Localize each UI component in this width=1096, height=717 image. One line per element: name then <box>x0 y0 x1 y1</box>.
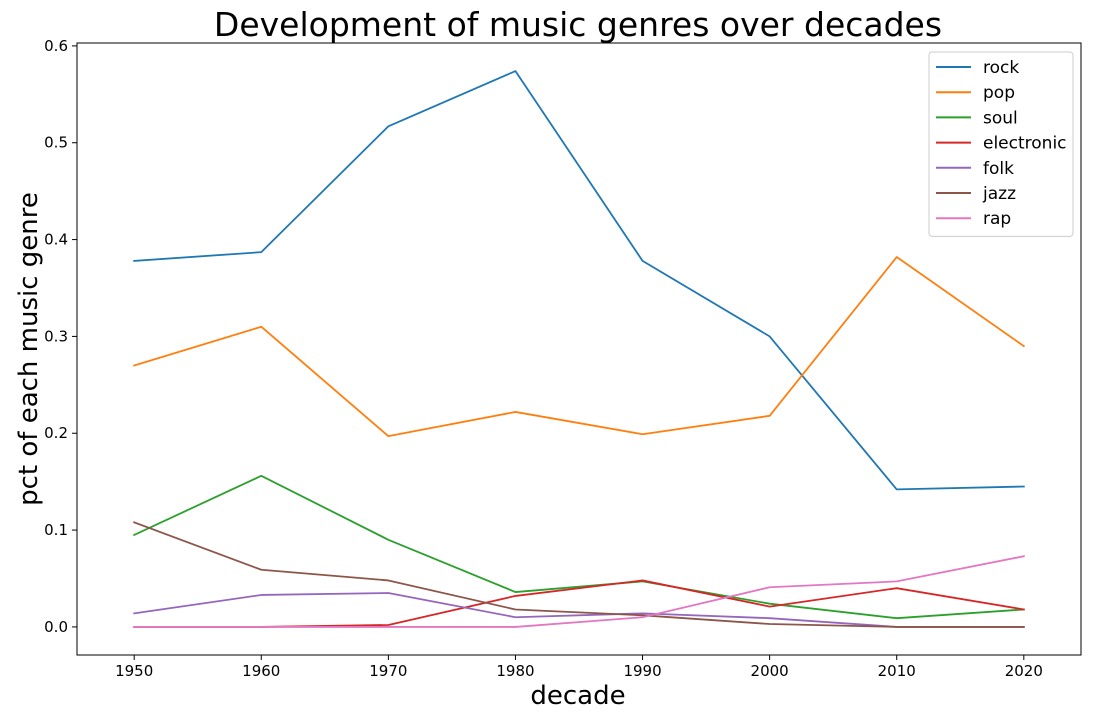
x-tick-label: 2020 <box>1005 662 1043 680</box>
y-tick-label: 0.3 <box>44 327 68 345</box>
series-line-jazz <box>133 521 1025 628</box>
y-tick-label: 0.2 <box>44 424 68 442</box>
legend-label-folk: folk <box>983 159 1014 179</box>
plot-frame <box>76 42 1082 656</box>
plot-area: 1950 1960 1970 1980 1990 2000 2010 2020 0.0 0.1 0.… <box>44 37 1082 680</box>
series-line-electronic <box>133 579 1025 628</box>
legend-label-rap: rap <box>983 209 1011 229</box>
x-tick-label: 1980 <box>496 662 534 680</box>
y-tick-label: 0.1 <box>44 521 68 539</box>
legend-label-pop: pop <box>983 83 1015 103</box>
legend-label-jazz: jazz <box>982 184 1016 204</box>
y-axis-title: pct of each music genre <box>14 192 44 506</box>
x-tick-label: 2000 <box>751 662 789 680</box>
x-tick-label: 2010 <box>878 662 916 680</box>
x-tick-label: 1970 <box>369 662 407 680</box>
legend-box <box>928 51 1074 237</box>
x-tick-label: 1990 <box>623 662 661 680</box>
series-line-pop <box>133 256 1026 438</box>
legend-label-rock: rock <box>983 58 1019 78</box>
y-tick-label: 0.4 <box>44 231 68 249</box>
legend: rock pop soul electronic folk jazz rap <box>928 51 1074 237</box>
x-tick-label: 1960 <box>242 662 280 680</box>
y-tick-label: 0.5 <box>44 134 68 152</box>
x-tick-label: 1950 <box>115 662 153 680</box>
chart-title: Development of music genres over decades <box>214 5 942 44</box>
series-line-soul <box>132 474 1025 620</box>
series-line-rap <box>133 555 1025 628</box>
x-axis-title: decade <box>530 681 625 711</box>
y-tick-label: 0.6 <box>44 37 68 55</box>
series-line-folk <box>133 592 1025 628</box>
series-line-rock <box>133 70 1025 491</box>
y-tick-label: 0.0 <box>44 618 68 636</box>
legend-label-soul: soul <box>983 108 1018 128</box>
legend-label-electronic: electronic <box>983 134 1067 154</box>
